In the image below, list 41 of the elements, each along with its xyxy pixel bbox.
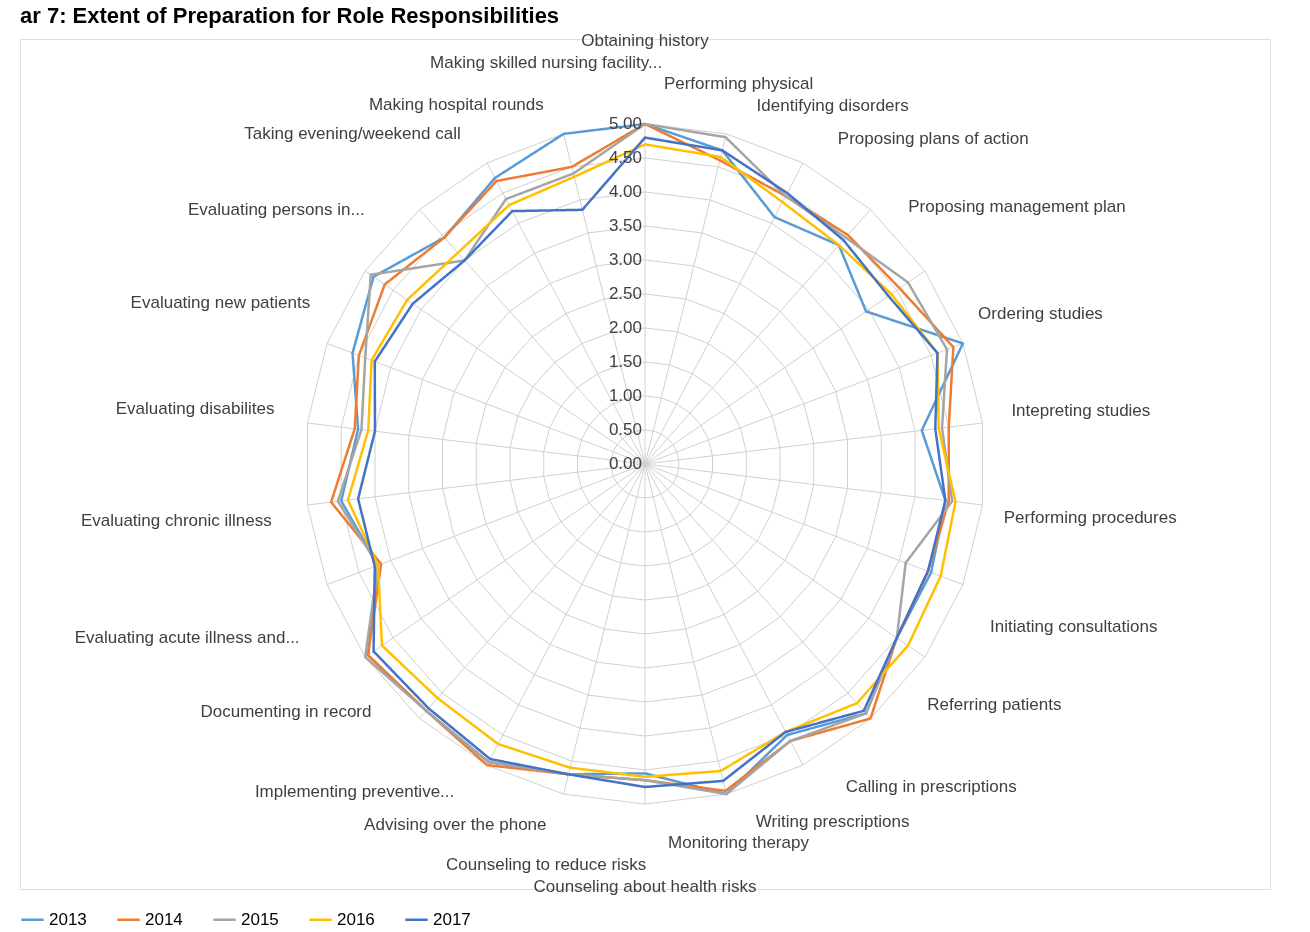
spoke-label: Evaluating persons in... — [187, 199, 365, 219]
spoke-label: Initiating consultations — [990, 616, 1158, 636]
spoke-label: Monitoring therapy — [668, 833, 810, 853]
spoke-label: Obtaining history — [581, 31, 710, 51]
y-tick-label: 3.00 — [608, 250, 642, 269]
legend-label: 2016 — [337, 909, 375, 929]
spoke-label: Proposing plans of action — [837, 128, 1029, 148]
y-tick-label: 0.50 — [608, 420, 642, 439]
y-tick-label: 0.00 — [608, 454, 642, 473]
spoke-label: Evaluating new patients — [130, 292, 311, 312]
spoke-label: Making skilled nursing facility... — [430, 53, 663, 73]
spoke-label: Ordering studies — [978, 304, 1103, 324]
spoke-label: Referring patients — [927, 695, 1062, 715]
y-tick-label: 2.00 — [608, 318, 642, 337]
spoke-label: Performing procedures — [1003, 508, 1177, 528]
legend-label: 2017 — [433, 909, 471, 929]
y-tick-label: 4.00 — [608, 182, 642, 201]
spoke-label: Evaluating acute illness and... — [74, 627, 300, 647]
spoke-label: Evaluating chronic illness — [80, 510, 272, 530]
spoke-label: Counseling about health risks — [533, 876, 757, 896]
spoke-label: Performing physical — [663, 74, 814, 94]
chart-title: ar 7: Extent of Preparation for Role Responsibilities — [20, 3, 560, 29]
y-tick-label: 1.50 — [608, 352, 642, 371]
spoke-label: Intepreting studies — [1011, 401, 1151, 421]
spoke-label: Advising over the phone — [364, 815, 547, 835]
legend-label: 2015 — [241, 909, 279, 929]
spoke-label: Counseling to reduce risks — [446, 854, 647, 874]
y-tick-label: 3.50 — [608, 216, 642, 235]
spoke-label: Identifying disorders — [756, 96, 909, 116]
spoke-label: Making hospital rounds — [368, 94, 544, 114]
spoke-label: Documenting in record — [200, 701, 372, 721]
y-tick-label: 2.50 — [608, 284, 642, 303]
y-tick-label: 1.00 — [608, 386, 642, 405]
legend-label: 2014 — [145, 909, 183, 929]
legend-label: 2013 — [49, 909, 87, 929]
spoke-label: Writing prescriptions — [755, 811, 910, 831]
spoke-label: Calling in prescriptions — [845, 777, 1017, 797]
spoke-label: Taking evening/weekend call — [244, 123, 461, 143]
spoke-label: Evaluating disabilites — [115, 399, 275, 419]
spoke-label: Proposing management plan — [908, 197, 1126, 217]
spoke-label: Implementing preventive... — [254, 781, 455, 801]
